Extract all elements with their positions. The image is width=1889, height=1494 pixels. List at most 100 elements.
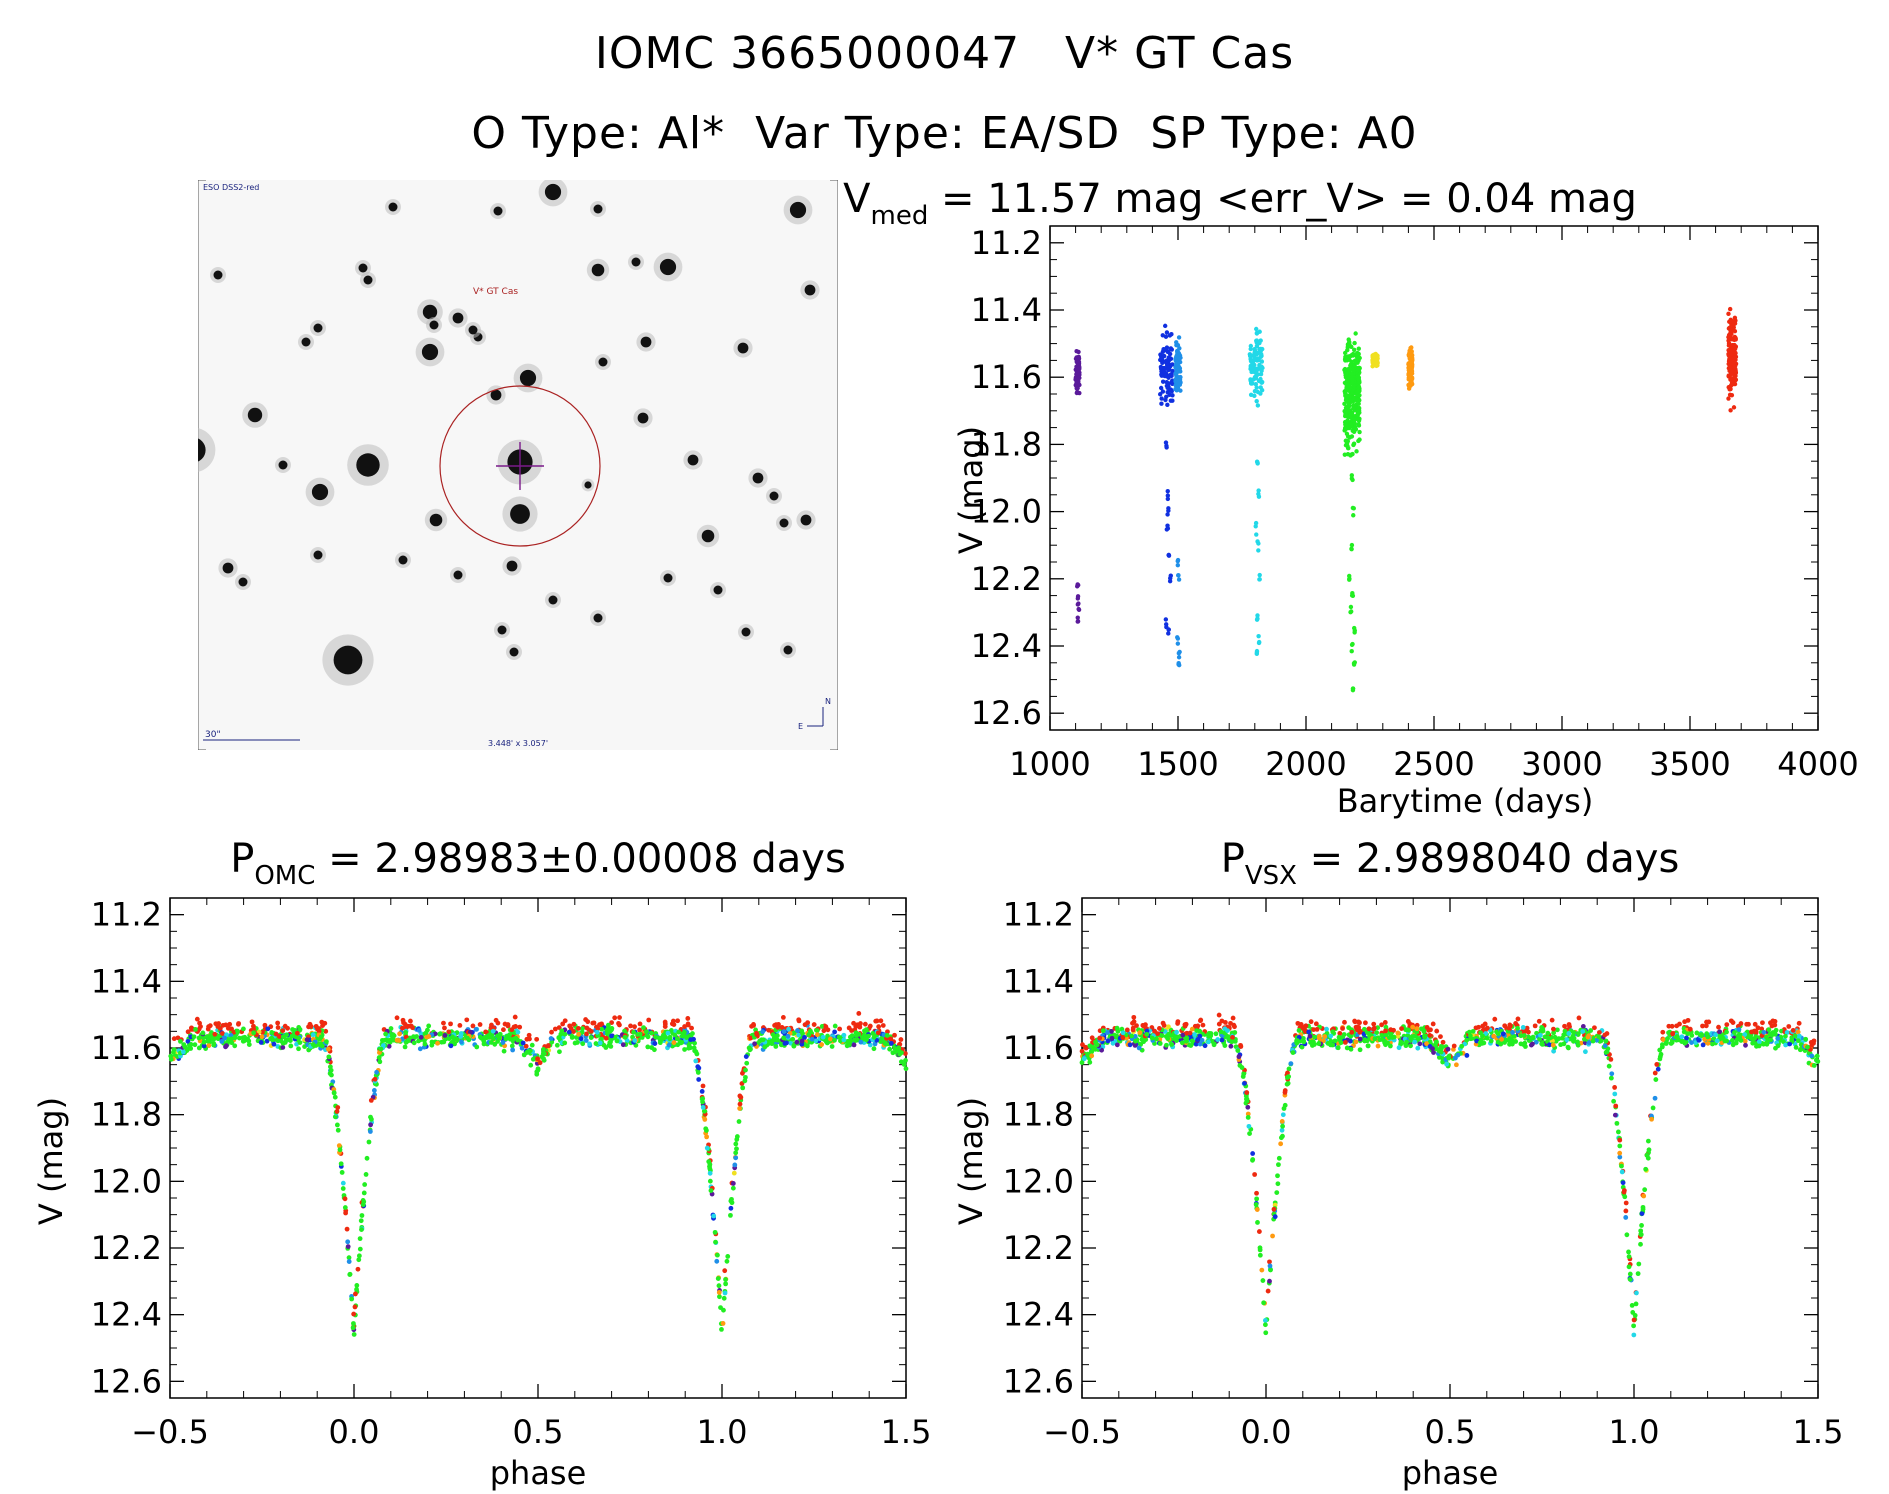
phase-point <box>206 1043 212 1049</box>
lightcurve-point <box>1731 322 1736 328</box>
phase-point <box>323 1028 329 1034</box>
lightcurve-eclipse-point <box>1347 573 1352 579</box>
phase-point <box>580 1041 586 1047</box>
lightcurve-point <box>1257 346 1262 352</box>
phase-point <box>1724 1029 1729 1035</box>
lightcurve-point <box>1730 319 1736 324</box>
phase-point <box>809 1036 815 1042</box>
phase-omc-points <box>168 1011 909 1337</box>
phase-point <box>572 1040 578 1046</box>
phase-point <box>181 1042 187 1048</box>
phase-point <box>566 1029 572 1035</box>
phase-point <box>871 1046 877 1052</box>
phase-point <box>652 1041 658 1046</box>
star <box>741 627 751 637</box>
phase-point <box>1124 1027 1130 1033</box>
lightcurve-point <box>1371 353 1376 358</box>
phase-point <box>509 1027 515 1033</box>
star <box>737 342 749 354</box>
phase-point <box>584 1025 590 1031</box>
star-halo <box>198 428 216 472</box>
phase-point <box>467 1029 473 1035</box>
phase-point <box>1340 1026 1345 1031</box>
phase-point <box>1536 1018 1542 1024</box>
phase-point <box>374 1069 380 1075</box>
lightcurve-eclipse-point <box>1164 445 1169 450</box>
phase-point <box>1565 1044 1571 1050</box>
phase-point <box>1627 1276 1633 1282</box>
phase-point <box>1188 1043 1194 1048</box>
phase-point <box>1356 1019 1361 1025</box>
phase-point <box>722 1268 728 1274</box>
phase-point <box>1355 1024 1360 1030</box>
phase-point <box>1717 1029 1723 1035</box>
phase-point <box>1533 1039 1539 1045</box>
phase-point <box>1603 1038 1609 1044</box>
phase-point <box>1257 1252 1263 1258</box>
star <box>247 407 263 423</box>
phase-point <box>1633 1301 1639 1307</box>
phase-point <box>1620 1180 1626 1186</box>
phase-point <box>1729 1038 1735 1043</box>
lightcurve-eclipse-point <box>1075 619 1080 624</box>
phase-point <box>342 1205 348 1210</box>
lightcurve-point <box>1161 359 1166 364</box>
phase-point <box>890 1050 896 1056</box>
phase-point <box>1371 1021 1377 1027</box>
phase-point <box>1152 1028 1158 1034</box>
phase-point <box>310 1032 316 1038</box>
phase-point <box>1230 1035 1235 1040</box>
lightcurve-point <box>1350 428 1355 433</box>
phase-point <box>716 1283 722 1289</box>
lightcurve-eclipse-point <box>1166 552 1172 558</box>
phase-point <box>280 1045 286 1050</box>
lightcurve-point <box>1259 359 1265 364</box>
phase-point <box>1330 1029 1336 1035</box>
phase-point <box>700 1099 705 1105</box>
phase-point <box>1316 1035 1322 1041</box>
phase-point <box>1422 1034 1428 1040</box>
phase-point <box>1687 1026 1693 1032</box>
phase-point <box>1247 1131 1252 1137</box>
phase-point <box>1545 1035 1551 1041</box>
phase-point <box>617 1015 622 1020</box>
phase-point <box>501 1027 506 1033</box>
phase-point <box>1787 1041 1793 1047</box>
lightcurve-point <box>1352 424 1358 430</box>
phase-point <box>1434 1028 1440 1034</box>
phase-point <box>319 1019 325 1025</box>
phase-point <box>355 1266 361 1272</box>
phase-point <box>1383 1024 1389 1030</box>
phase-point <box>1175 1019 1181 1025</box>
phase-point <box>1699 1033 1705 1039</box>
phase-point <box>249 1019 255 1025</box>
lightcurve-point <box>1352 417 1358 422</box>
star <box>493 206 503 216</box>
phase-point <box>1169 1042 1175 1047</box>
phase-point <box>1132 1034 1138 1039</box>
phase-point <box>591 1020 597 1026</box>
phase-point <box>617 1022 622 1028</box>
phase-point <box>597 1040 603 1046</box>
lightcurve-eclipse-point <box>1076 601 1081 606</box>
y-tick-label: 11.8 <box>971 425 1042 463</box>
phase-point <box>441 1039 447 1045</box>
y-tick-label: 11.4 <box>1003 962 1074 1000</box>
phase-point <box>378 1046 384 1052</box>
x-tick-label: 1000 <box>1009 745 1090 783</box>
phase-point <box>510 1047 516 1053</box>
phase-point <box>376 1055 382 1060</box>
x-tick-label: 2500 <box>1393 745 1474 783</box>
lightcurve-point <box>1726 338 1731 343</box>
star <box>593 613 603 623</box>
y-tick-label: 12.0 <box>1003 1162 1074 1200</box>
phase-point <box>862 1021 868 1027</box>
phase-point <box>1332 1038 1338 1044</box>
lightcurve-point <box>1344 440 1350 446</box>
phase-point <box>1552 1034 1558 1040</box>
east-label: E <box>798 722 803 731</box>
phase-point <box>665 1030 671 1036</box>
lightcurve-eclipse-point <box>1163 440 1169 445</box>
lightcurve-point <box>1346 446 1351 451</box>
phase-point <box>251 1023 256 1029</box>
